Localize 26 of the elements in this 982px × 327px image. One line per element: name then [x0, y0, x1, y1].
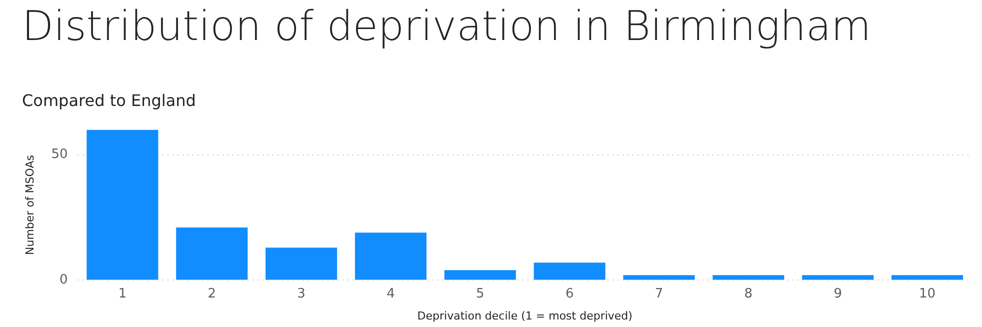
x-tick-label: 8	[744, 286, 753, 302]
x-tick-label: 4	[386, 286, 395, 302]
bar	[176, 228, 248, 280]
x-tick-label: 1	[118, 286, 127, 302]
y-axis-title: Number of MSOAs	[23, 154, 36, 255]
x-tick-label: 10	[919, 286, 936, 302]
x-axis-title: Deprivation decile (1 = most deprived)	[417, 309, 632, 322]
bar	[444, 270, 516, 280]
bar	[802, 275, 874, 280]
x-tick-label: 7	[654, 286, 664, 302]
bar	[354, 232, 427, 280]
x-tick-label: 6	[565, 286, 574, 302]
bar	[712, 275, 784, 280]
x-tick-label: 2	[208, 286, 216, 302]
x-tick-label: 5	[476, 286, 484, 302]
x-tick-label: 9	[834, 286, 842, 302]
chart-title: Distribution of deprivation in Birmingham	[22, 2, 872, 50]
bar	[266, 248, 338, 280]
bar	[892, 275, 964, 280]
chart-subtitle: Compared to England	[22, 91, 196, 110]
bar	[623, 275, 695, 280]
bar	[534, 262, 606, 280]
y-tick-label: 50	[51, 147, 68, 162]
x-tick-label: 3	[297, 286, 306, 302]
y-tick-label: 0	[59, 272, 68, 288]
bar	[86, 130, 158, 280]
